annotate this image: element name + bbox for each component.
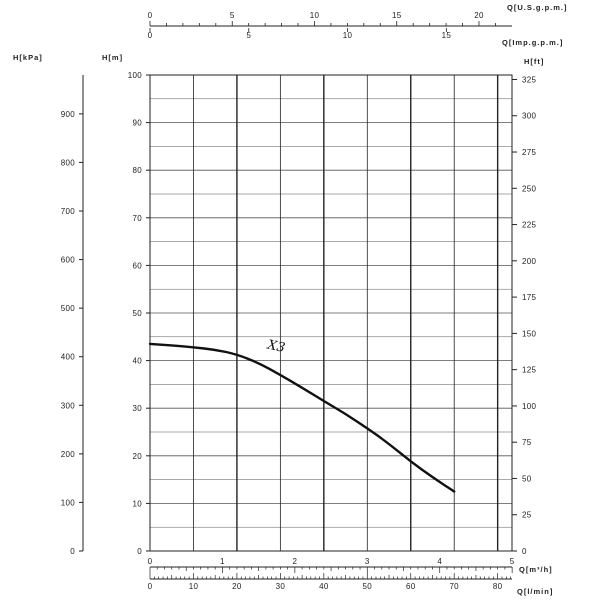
tick-label-m: 80 (133, 166, 143, 175)
axis-title-kpa: H[kPa] (13, 53, 43, 62)
tick-label-ft: 125 (522, 366, 536, 375)
tick-label-kpa: 200 (61, 450, 75, 459)
axis-title-ft: H[ft] (524, 57, 544, 66)
tick-label-m: 40 (133, 357, 143, 366)
tick-label-m: 90 (133, 119, 143, 128)
tick-label-m: 100 (128, 71, 142, 80)
tick-label-usgpm: 15 (392, 11, 402, 20)
tick-label-lmin: 30 (276, 582, 286, 591)
axis-title-lmin: Q[l/min] (517, 587, 553, 596)
tick-label-m3h: 5 (510, 557, 515, 566)
axis-title-m3h: Q[m³/h] (519, 565, 553, 574)
tick-label-m: 50 (133, 309, 143, 318)
tick-label-usgpm: 0 (148, 11, 153, 20)
tick-label-m3h: 3 (365, 557, 370, 566)
tick-label-ft: 200 (522, 257, 536, 266)
tick-label-ft: 175 (522, 293, 536, 302)
tick-label-m3h: 2 (292, 557, 297, 566)
plot-grid (149, 74, 513, 552)
tick-label-impgpm: 10 (343, 31, 353, 40)
tick-label-kpa: 0 (70, 547, 75, 556)
axis-title-m: H[m] (102, 53, 123, 62)
tick-label-ft: 325 (522, 75, 536, 84)
tick-label-m3h: 4 (437, 557, 442, 566)
tick-labels: 0100200300400500600700800900010203040506… (61, 11, 536, 591)
tick-label-ft: 75 (522, 438, 532, 447)
tick-label-kpa: 100 (61, 498, 75, 507)
tick-label-lmin: 10 (189, 582, 199, 591)
tick-label-m: 10 (133, 499, 143, 508)
tick-label-kpa: 800 (61, 158, 75, 167)
tick-label-lmin: 20 (232, 582, 242, 591)
tick-label-m: 20 (133, 452, 143, 461)
tick-label-ft: 225 (522, 221, 536, 230)
tick-label-kpa: 500 (61, 304, 75, 313)
tick-label-ft: 150 (522, 329, 536, 338)
chart-axes (79, 21, 517, 580)
tick-label-lmin: 70 (449, 582, 459, 591)
tick-label-kpa: 600 (61, 256, 75, 265)
tick-label-ft: 300 (522, 112, 536, 121)
tick-label-usgpm: 5 (230, 11, 235, 20)
tick-label-impgpm: 5 (246, 31, 251, 40)
tick-label-m3h: 1 (220, 557, 225, 566)
tick-label-ft: 25 (522, 511, 532, 520)
tick-label-impgpm: 0 (148, 31, 153, 40)
tick-label-lmin: 60 (406, 582, 416, 591)
tick-label-m: 0 (137, 547, 142, 556)
tick-label-usgpm: 10 (310, 11, 320, 20)
curve-line (148, 342, 456, 493)
tick-label-lmin: 80 (493, 582, 503, 591)
axis-title-impgpm: Q[Imp.g.p.m.] (502, 38, 563, 47)
tick-label-impgpm: 15 (442, 31, 452, 40)
tick-label-kpa: 300 (61, 401, 75, 410)
tick-label-lmin: 0 (148, 582, 153, 591)
tick-label-usgpm: 20 (474, 11, 484, 20)
tick-label-ft: 250 (522, 184, 536, 193)
tick-label-m3h: 0 (148, 557, 153, 566)
tick-label-m: 30 (133, 404, 143, 413)
tick-label-m: 60 (133, 261, 143, 270)
axis-title-usgpm: Q[U.S.g.p.m.] (507, 3, 568, 12)
tick-label-m: 70 (133, 214, 143, 223)
tick-label-kpa: 900 (61, 110, 75, 119)
tick-label-kpa: 700 (61, 207, 75, 216)
tick-label-lmin: 50 (363, 582, 373, 591)
tick-label-lmin: 40 (319, 582, 329, 591)
curve-series: X3 (148, 337, 456, 493)
tick-label-kpa: 400 (61, 353, 75, 362)
tick-label-ft: 0 (522, 547, 527, 556)
tick-label-ft: 275 (522, 148, 536, 157)
tick-label-ft: 50 (522, 474, 532, 483)
curve-label: X3 (265, 337, 286, 356)
tick-label-ft: 100 (522, 402, 536, 411)
